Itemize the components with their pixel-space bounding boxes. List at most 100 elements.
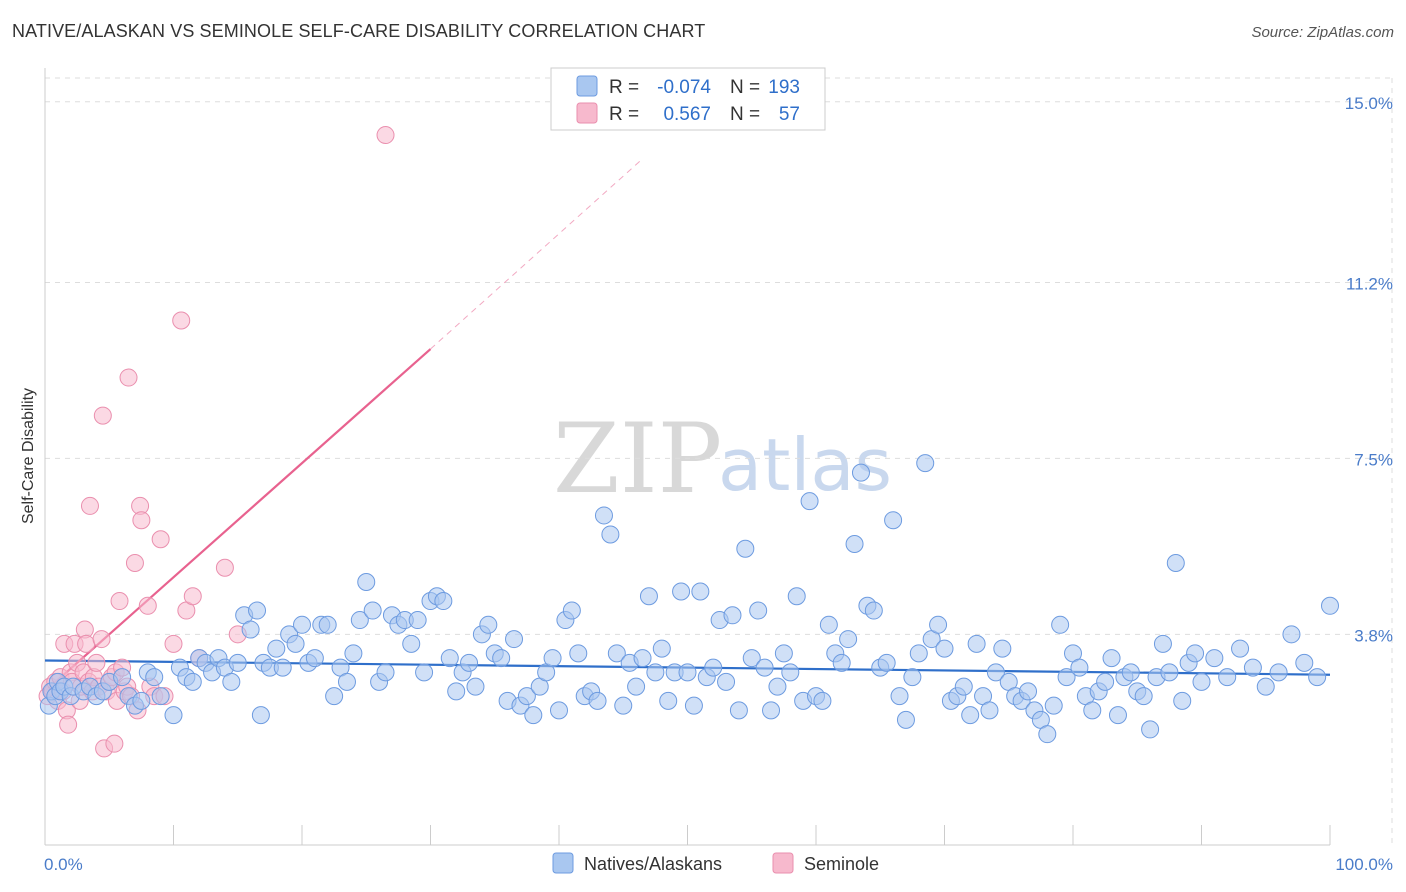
bottom-legend-seminole: Seminole [804,854,879,874]
seminole-point [376,126,395,145]
native-point [607,644,626,663]
native-point [1096,672,1115,691]
native-point [684,696,703,715]
seminole-point [80,496,99,515]
native-point [479,615,498,634]
legend-r-value-2: 0.567 [663,104,711,125]
seminole-point [172,311,191,330]
native-point [961,706,980,725]
native-point [1321,596,1339,615]
native-point [1044,696,1063,715]
native-point [1192,672,1211,691]
legend-r-value-1: -0.074 [657,77,711,98]
native-point [594,506,613,525]
native-point [903,668,922,687]
native-point [1038,725,1057,744]
legend-box: R = -0.074 N = 193 R = 0.567 N = 57 [550,67,826,131]
native-point [318,615,337,634]
native-point [762,701,781,720]
native-point [293,615,311,634]
native-point [1121,663,1140,682]
native-point [447,682,466,701]
native-point [1243,658,1262,677]
native-point [1205,649,1224,668]
native-point [890,687,909,706]
native-point [864,601,883,620]
native-point [601,525,620,544]
seminole-point [93,406,112,425]
native-point [774,644,793,663]
legend-n-label-1: N = [730,77,760,98]
seminole-trendline [44,348,432,693]
legend-swatch-seminole [576,102,598,124]
native-point [819,615,838,634]
native-point [652,639,671,658]
native-point [614,696,633,715]
native-point [749,601,768,620]
seminole-point [151,530,170,549]
seminole-point [215,558,234,577]
native-point [646,663,665,682]
native-point [517,687,536,706]
native-point [376,663,395,682]
native-point [1173,691,1192,710]
native-point [1019,682,1038,701]
native-point [639,587,658,606]
native-point [1160,663,1179,682]
seminole-point [119,368,138,387]
native-point [440,649,459,668]
native-point [800,492,819,511]
native-point [845,534,864,553]
seminole-point [59,715,78,734]
native-point [1153,634,1172,653]
native-point [350,611,369,630]
native-point [916,454,935,473]
native-point [415,663,434,682]
native-point [736,539,755,558]
native-point [717,672,736,691]
native-point [1057,668,1076,687]
native-point [241,620,260,639]
native-point [672,582,691,601]
native-point [248,601,267,620]
native-point [562,601,581,620]
native-point [980,701,999,720]
native-point [505,630,524,649]
seminole-point [183,587,202,606]
native-point [588,691,607,710]
native-point [305,649,324,668]
native-point [357,573,376,592]
native-point [325,687,344,706]
x-tick-label: 100.0% [1335,855,1393,874]
native-point [1051,615,1070,634]
native-point [1282,625,1301,644]
native-point [768,677,787,696]
tick-labels: 3.8% 7.5% 11.2% 15.0% 0.0% 100.0% [44,94,1393,874]
seminole-point [164,634,183,653]
native-point [113,668,132,687]
native-point [896,710,915,729]
y-tick-label: 3.8% [1354,626,1393,645]
native-point [183,672,202,691]
native-point [986,663,1005,682]
native-point [151,687,170,706]
native-point [222,672,241,691]
native-point [659,691,678,710]
native-point [787,587,806,606]
native-point [884,511,903,530]
watermark-zip: ZIP [553,403,722,515]
native-point [832,653,851,672]
native-point [1256,677,1275,696]
native-point [267,639,286,658]
native-point [408,611,427,630]
native-point [543,649,562,668]
native-point [1295,653,1314,672]
legend-r-label-1: R = [609,77,639,98]
seminole-point [105,734,124,753]
native-point [286,634,305,653]
bottom-legend-swatch-natives [552,852,574,874]
native-point [1108,706,1127,725]
native-point [781,663,800,682]
native-point [627,677,646,696]
legend-n-value-1: 193 [768,77,800,98]
